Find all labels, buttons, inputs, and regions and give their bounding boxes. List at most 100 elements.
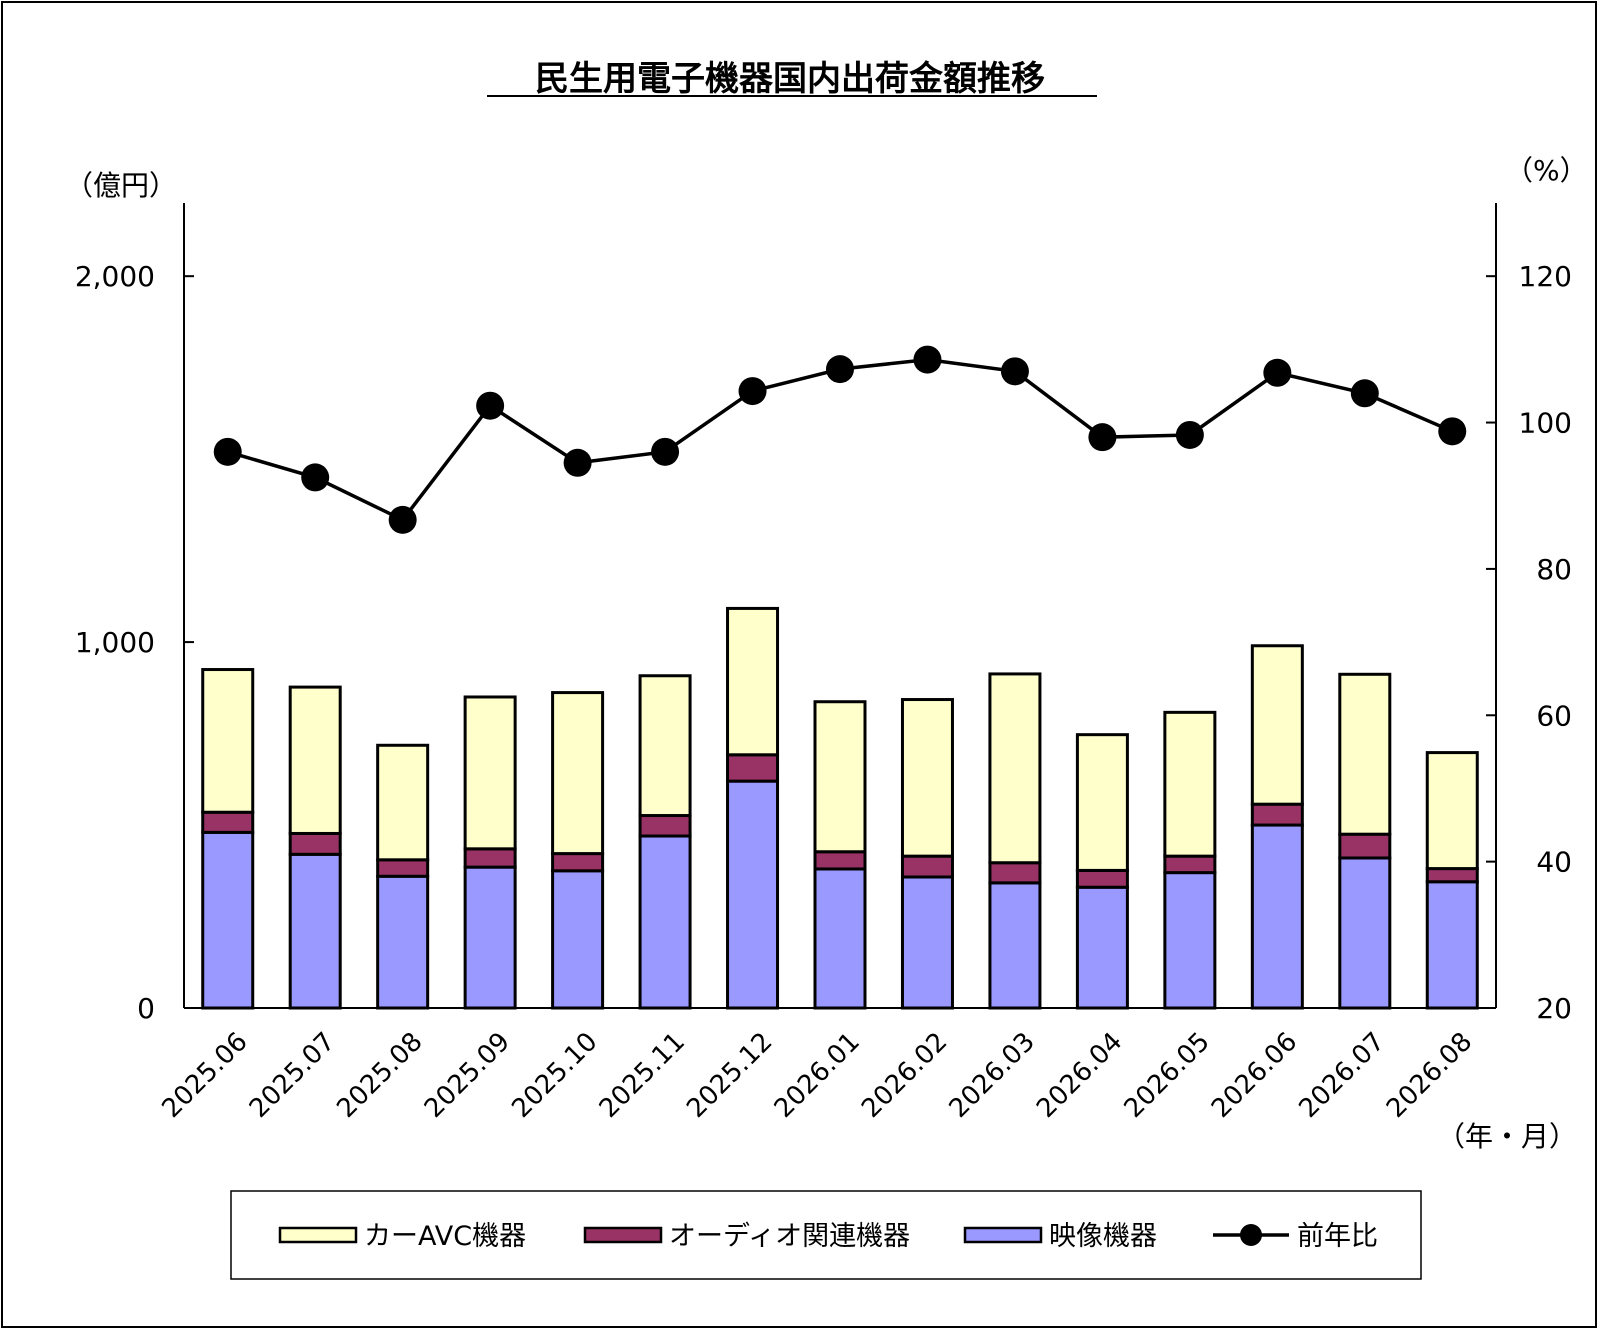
bar-segment	[1250, 823, 1304, 1010]
y-left-tick-label: 0	[137, 992, 155, 1025]
bar-segment	[813, 850, 867, 871]
bar-segment	[1338, 832, 1392, 860]
y-right-tick-label: 60	[1536, 699, 1572, 732]
bar-segment	[1250, 644, 1304, 806]
yoy-point	[213, 437, 242, 466]
yoy-point	[1175, 420, 1204, 449]
bar-segment	[201, 830, 255, 1010]
bar-segment	[726, 753, 780, 783]
x-tick-label: 2025.08	[331, 1027, 428, 1124]
bar-segment	[638, 814, 692, 838]
bar-segment	[726, 606, 780, 757]
y-right-unit-label: （%）	[1505, 154, 1588, 187]
x-tick-label: 2025.12	[681, 1027, 778, 1124]
bar-segment	[988, 672, 1042, 865]
y-right-tick-label: 80	[1536, 553, 1572, 586]
yoy-point	[1088, 423, 1117, 452]
bar-segment	[638, 834, 692, 1010]
yoy-point	[476, 391, 505, 420]
bar-segment	[900, 875, 954, 1010]
x-tick-label: 2026.05	[1119, 1027, 1216, 1124]
line-series-group	[213, 345, 1467, 534]
bar-segment	[638, 674, 692, 818]
x-tick-label: 2026.03	[944, 1027, 1041, 1124]
legend-swatch	[963, 1226, 1043, 1244]
legend-swatch	[583, 1226, 663, 1244]
y-right-tick-label: 20	[1536, 992, 1572, 1025]
bar-segment	[1075, 868, 1129, 889]
bar-segment	[1163, 710, 1217, 858]
bar-segment	[201, 668, 255, 814]
y-left-tick-label: 1,000	[75, 626, 155, 659]
bar-segment	[726, 779, 780, 1010]
bar-segment	[376, 874, 430, 1010]
bar-segment	[288, 831, 342, 856]
x-tick-label: 2025.06	[156, 1027, 253, 1124]
bar-series-group	[201, 606, 1479, 1010]
y-left-tick-label: 2,000	[75, 260, 155, 293]
yoy-point	[388, 505, 417, 534]
legend-label: オーディオ関連機器	[669, 1221, 910, 1252]
bar-segment	[1163, 871, 1217, 1010]
bar-segment	[813, 700, 867, 854]
yoy-point	[301, 463, 330, 492]
y-right-tick-label: 100	[1519, 407, 1572, 440]
x-tick-label: 2026.04	[1031, 1027, 1128, 1124]
yoy-point	[1263, 358, 1292, 387]
bar-segment	[1075, 885, 1129, 1010]
legend-label: 映像機器	[1049, 1221, 1157, 1252]
legend-swatch	[278, 1226, 358, 1244]
bar-segment	[1338, 672, 1392, 836]
x-tick-label: 2025.09	[419, 1027, 516, 1124]
x-tick-label: 2026.01	[769, 1027, 866, 1124]
x-tick-label: 2025.07	[244, 1027, 341, 1124]
bar-segment	[288, 685, 342, 835]
bar-segment	[551, 852, 605, 873]
x-unit-label: （年・月）	[1437, 1120, 1577, 1153]
bar-segment	[463, 865, 517, 1010]
bar-segment	[900, 698, 954, 858]
x-tick-label: 2025.10	[506, 1027, 603, 1124]
bar-segment	[1250, 802, 1304, 827]
x-tick-label: 2025.11	[594, 1027, 691, 1124]
yoy-point	[1350, 379, 1379, 408]
yoy-point	[1438, 417, 1467, 446]
chart-title: 民生用電子機器国内出荷金額推移	[535, 59, 1045, 99]
x-tick-label: 2026.08	[1381, 1027, 1478, 1124]
bar-segment	[551, 691, 605, 856]
bar-segment	[813, 867, 867, 1010]
bar-segment	[988, 861, 1042, 885]
bar-segment	[463, 847, 517, 869]
y-right-tick-label: 40	[1536, 846, 1572, 879]
bar-segment	[1163, 854, 1217, 875]
bar-segment	[1425, 751, 1479, 871]
yoy-point	[1000, 357, 1029, 386]
bar-segment	[376, 858, 430, 878]
bar-segment	[900, 854, 954, 879]
bar-segment	[376, 743, 430, 862]
bar-segment	[463, 695, 517, 851]
yoy-point	[563, 448, 592, 477]
bar-segment	[1425, 867, 1479, 884]
bar-segment	[1425, 880, 1479, 1010]
yoy-point	[738, 377, 767, 406]
bar-segment	[1075, 733, 1129, 872]
bar-segment	[988, 881, 1042, 1010]
bar-segment	[551, 869, 605, 1010]
x-tick-label: 2026.02	[856, 1027, 953, 1124]
legend-marker	[1240, 1224, 1262, 1246]
bar-segment	[288, 852, 342, 1010]
y-left-ticks: 0 1,000 2,000	[75, 260, 194, 1025]
y-right-tick-label: 120	[1519, 260, 1572, 293]
bar-segment	[1338, 856, 1392, 1010]
yoy-point	[913, 345, 942, 374]
legend-label: カーAVC機器	[364, 1221, 526, 1252]
y-left-unit-label: （億円）	[65, 169, 177, 202]
legend: カーAVC機器 オーディオ関連機器 映像機器 前年比	[278, 1221, 1378, 1252]
yoy-point	[826, 355, 854, 384]
x-tick-label: 2026.07	[1294, 1027, 1391, 1124]
x-tick-label: 2026.06	[1206, 1027, 1303, 1124]
y-right-ticks: 20 40 60 80 100 120	[1486, 260, 1572, 1025]
